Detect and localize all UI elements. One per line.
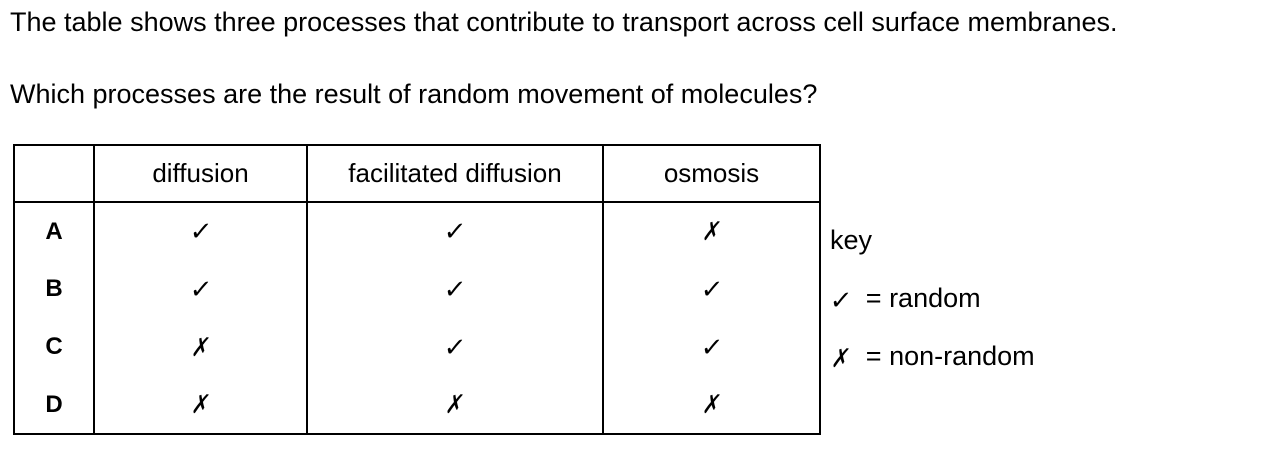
option-letter: D — [13, 376, 95, 435]
cross-icon: ✗ — [189, 332, 212, 363]
cross-icon: ✗ — [189, 390, 212, 420]
header-diffusion: diffusion — [93, 144, 308, 203]
cell-osmosis: ✓ — [602, 318, 821, 376]
header-facilitated-diffusion: facilitated diffusion — [306, 144, 604, 203]
cell-osmosis: ✗ — [602, 202, 821, 260]
intro-text: The table shows three processes that con… — [10, 7, 1118, 37]
key-title: key — [830, 225, 873, 255]
key-label-random: = random — [865, 283, 981, 313]
tick-icon: ✓ — [442, 332, 468, 363]
cell-diffusion: ✓ — [93, 260, 308, 318]
cell-facilitated-diffusion: ✓ — [306, 260, 604, 318]
table-row: D ✗ ✗ ✗ — [13, 376, 821, 435]
table-row: C ✗ ✓ ✓ — [13, 318, 821, 376]
cell-facilitated-diffusion: ✓ — [306, 202, 604, 260]
table-row: A ✓ ✓ ✗ — [13, 202, 821, 260]
tick-icon: ✓ — [442, 217, 468, 247]
cell-diffusion: ✓ — [93, 202, 308, 260]
key-item-non-random: ✗ = non-random — [829, 340, 1035, 374]
options-table: diffusion facilitated diffusion osmosis … — [13, 144, 821, 435]
header-corner — [13, 144, 95, 203]
tick-icon: ✓ — [828, 286, 854, 316]
cell-osmosis: ✗ — [602, 376, 821, 435]
option-letter: B — [13, 260, 95, 318]
tick-icon: ✓ — [188, 274, 213, 305]
question-text: Which processes are the result of random… — [10, 79, 818, 109]
tick-icon: ✓ — [699, 332, 724, 363]
cell-diffusion: ✗ — [93, 318, 308, 376]
tick-icon: ✓ — [442, 274, 468, 305]
cross-icon: ✗ — [443, 390, 467, 420]
header-osmosis: osmosis — [602, 144, 821, 203]
cell-facilitated-diffusion: ✗ — [306, 376, 604, 435]
cell-osmosis: ✓ — [602, 260, 821, 318]
cell-facilitated-diffusion: ✓ — [306, 318, 604, 376]
cell-diffusion: ✗ — [93, 376, 308, 435]
cross-icon: ✗ — [829, 344, 853, 374]
key-item-random: ✓ = random — [828, 282, 981, 316]
tick-icon: ✓ — [188, 217, 213, 247]
tick-icon: ✓ — [699, 274, 724, 305]
option-letter: A — [13, 202, 95, 260]
table-header-row: diffusion facilitated diffusion osmosis — [13, 144, 821, 203]
key-label-non-random: = non-random — [865, 341, 1035, 371]
cross-icon: ✗ — [700, 390, 723, 420]
option-letter: C — [13, 318, 95, 376]
cross-icon: ✗ — [700, 217, 723, 247]
table-row: B ✓ ✓ ✓ — [13, 260, 821, 318]
